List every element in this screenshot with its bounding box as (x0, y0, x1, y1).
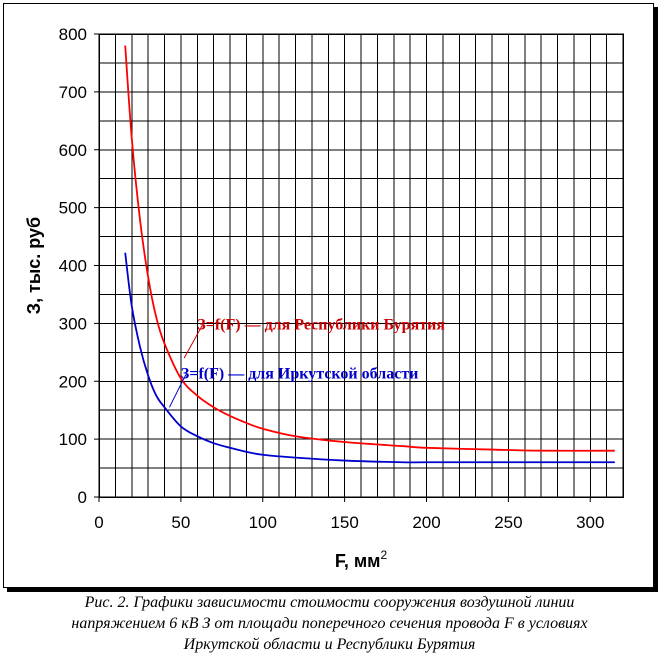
annotation-label-1: З=f(F) — для Республики Бурятия (197, 316, 445, 333)
x-tick-label: 300 (576, 513, 604, 532)
y-tick-label: 800 (59, 25, 87, 44)
annotation-leader-1 (183, 325, 203, 359)
annotation-leader-2 (168, 374, 187, 408)
y-tick-label: 300 (59, 314, 87, 333)
x-axis-title: F, мм2 (335, 548, 388, 571)
x-tick-label: 50 (171, 513, 190, 532)
y-tick-label: 500 (59, 199, 87, 218)
caption-line-2: напряжением 6 кВ З от площади поперечног… (71, 615, 588, 632)
figure-caption: Рис. 2. Графики зависимости стоимости со… (0, 592, 659, 655)
y-tick-label: 0 (78, 488, 87, 507)
y-tick-label: 200 (59, 372, 87, 391)
series-line-1 (124, 45, 615, 452)
y-axis-title: З, тыс. руб (24, 217, 44, 314)
series-line-2 (124, 252, 615, 464)
line-chart: 0 100 200 300 400 500 600 700 800 0 50 100 150 200 250… (24, 25, 624, 571)
x-tick-label: 250 (494, 513, 522, 532)
x-tick-label: 100 (249, 513, 277, 532)
y-tick-label: 700 (59, 83, 87, 102)
y-tick-label: 100 (59, 430, 87, 449)
grid (99, 34, 623, 497)
x-axis-title-superscript: 2 (380, 548, 387, 562)
y-tick-label: 600 (59, 141, 87, 160)
caption-line-3: Иркутской области и Республики Бурятия (183, 636, 476, 653)
x-tick-label: 150 (330, 513, 358, 532)
annotation-label-2: З=f(F) — для Иркутской области (181, 366, 419, 383)
x-tick-label: 200 (412, 513, 440, 532)
y-tick-label: 400 (59, 257, 87, 276)
caption-line-1: Рис. 2. Графики зависимости стоимости со… (84, 594, 575, 611)
x-tick-label: 0 (94, 513, 103, 532)
